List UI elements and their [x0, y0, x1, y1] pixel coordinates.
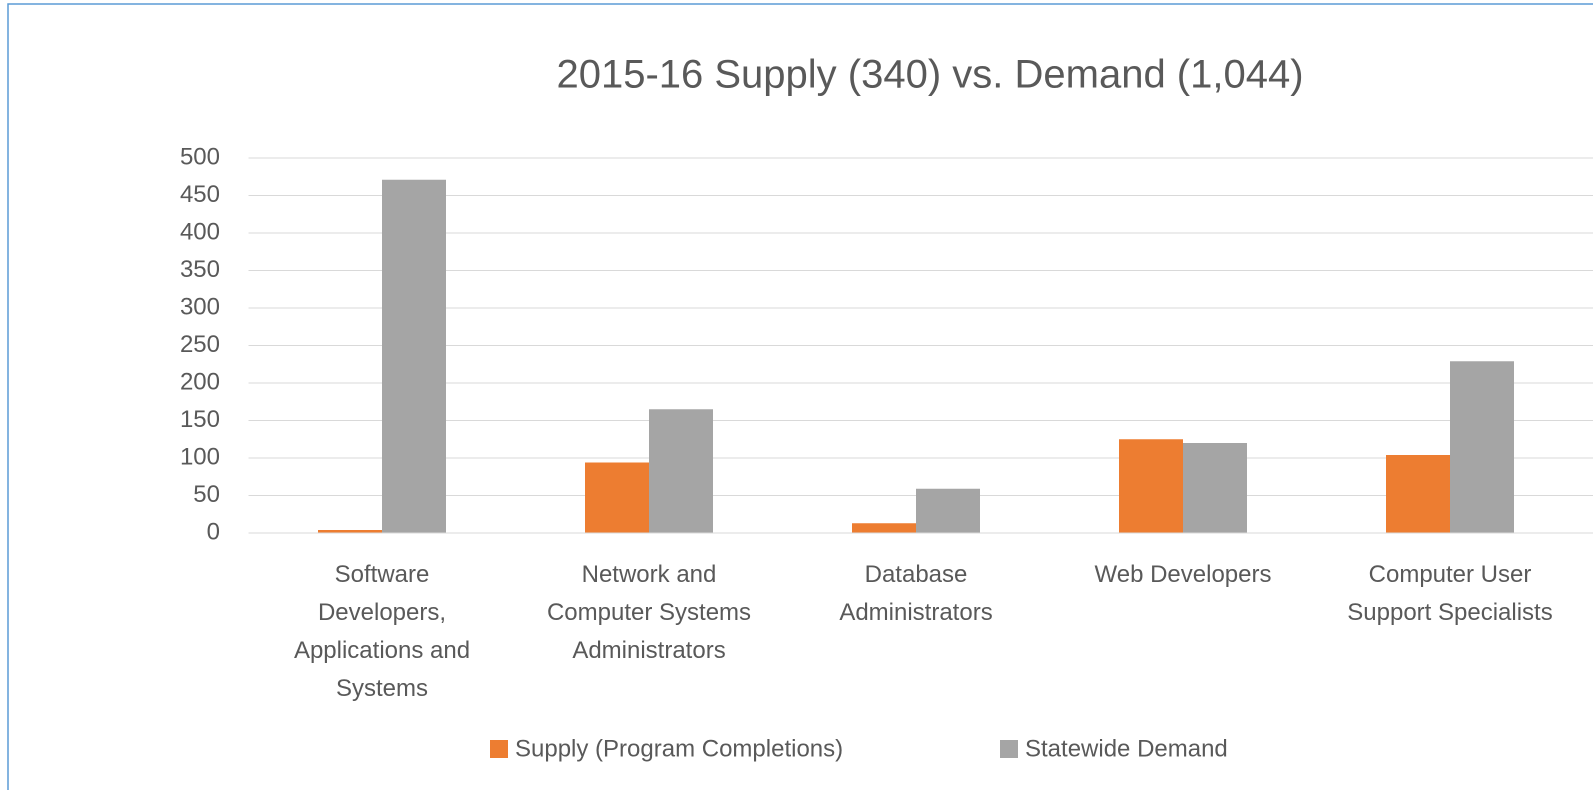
frame [7, 3, 1593, 790]
legend-swatch [1000, 740, 1018, 758]
bar [852, 523, 916, 533]
y-tick-label: 450 [180, 181, 220, 208]
y-tick-label: 300 [180, 293, 220, 320]
y-tick-label: 500 [180, 143, 220, 170]
y-tick-label: 400 [180, 218, 220, 245]
y-tick-label: 0 [207, 518, 220, 545]
bar [318, 530, 382, 533]
x-tick-label: Web Developers [1094, 561, 1272, 588]
y-tick-label: 250 [180, 331, 220, 358]
x-tick-label: Database Administrators [839, 561, 993, 626]
x-tick-label: Computer User Support Specialists [1347, 561, 1553, 626]
y-tick-label: 350 [180, 256, 220, 283]
y-tick-label: 150 [180, 406, 220, 433]
legend-swatch [490, 740, 508, 758]
legend-label: Statewide Demand [1025, 735, 1228, 762]
y-tick-label: 50 [193, 481, 220, 508]
y-tick-label: 200 [180, 368, 220, 395]
y-tick-label: 100 [180, 443, 220, 470]
legend-label: Supply (Program Completions) [515, 735, 843, 762]
bar [1386, 455, 1450, 533]
x-tick-label: Software Developers, Applications and Sy… [293, 561, 471, 702]
bar [916, 488, 980, 533]
x-tick-label: Network and Computer Systems Administrat… [546, 561, 752, 664]
bar [1119, 439, 1183, 533]
bar [649, 409, 713, 533]
chart-title: 2015-16 Supply (340) vs. Demand (1,044) [556, 53, 1303, 97]
bar [585, 462, 649, 533]
bar [1450, 361, 1514, 533]
bar [1183, 443, 1247, 533]
bar [382, 179, 446, 533]
